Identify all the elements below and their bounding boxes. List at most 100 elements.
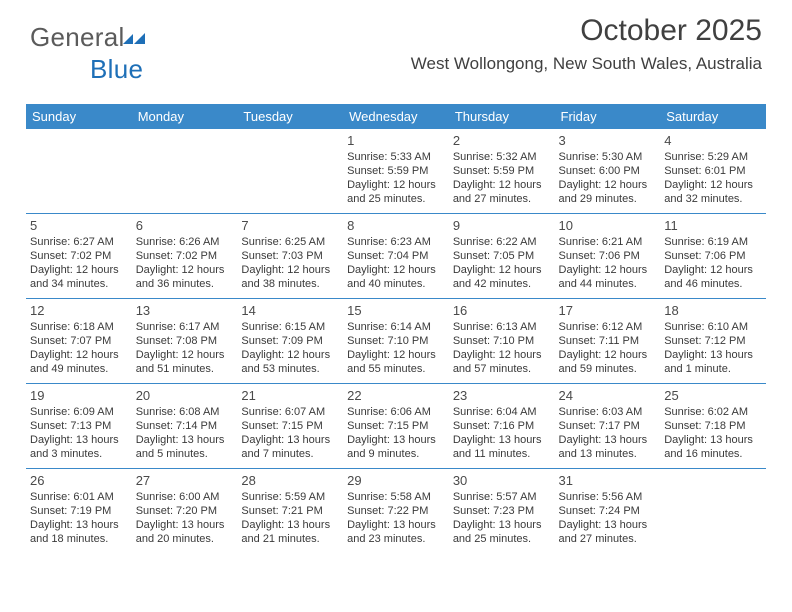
brand-logo: General Blue bbox=[30, 22, 145, 85]
calendar-empty-cell bbox=[237, 129, 343, 214]
sunrise-line: Sunrise: 6:01 AM bbox=[30, 491, 126, 505]
sunset-line: Sunset: 7:15 PM bbox=[347, 420, 443, 434]
sunset-line: Sunset: 7:15 PM bbox=[241, 420, 337, 434]
calendar-week-row: 5Sunrise: 6:27 AMSunset: 7:02 PMDaylight… bbox=[26, 214, 766, 299]
day-of-week-header: Saturday bbox=[660, 104, 766, 129]
sunrise-line: Sunrise: 6:14 AM bbox=[347, 321, 443, 335]
calendar-table: SundayMondayTuesdayWednesdayThursdayFrid… bbox=[26, 104, 766, 553]
daylight-line: Daylight: 12 hours and 27 minutes. bbox=[453, 179, 549, 207]
calendar-day-cell: 21Sunrise: 6:07 AMSunset: 7:15 PMDayligh… bbox=[237, 384, 343, 469]
sunset-line: Sunset: 7:18 PM bbox=[664, 420, 760, 434]
sunrise-line: Sunrise: 6:12 AM bbox=[559, 321, 655, 335]
sunset-line: Sunset: 7:19 PM bbox=[30, 505, 126, 519]
day-of-week-header: Sunday bbox=[26, 104, 132, 129]
day-of-week-header: Thursday bbox=[449, 104, 555, 129]
daylight-line: Daylight: 13 hours and 16 minutes. bbox=[664, 434, 760, 462]
day-of-week-row: SundayMondayTuesdayWednesdayThursdayFrid… bbox=[26, 104, 766, 129]
calendar-day-cell: 22Sunrise: 6:06 AMSunset: 7:15 PMDayligh… bbox=[343, 384, 449, 469]
sunset-line: Sunset: 7:17 PM bbox=[559, 420, 655, 434]
calendar-day-cell: 28Sunrise: 5:59 AMSunset: 7:21 PMDayligh… bbox=[237, 469, 343, 554]
sunrise-line: Sunrise: 6:17 AM bbox=[136, 321, 232, 335]
sunrise-line: Sunrise: 6:23 AM bbox=[347, 236, 443, 250]
sunrise-line: Sunrise: 5:33 AM bbox=[347, 151, 443, 165]
page-subtitle: West Wollongong, New South Wales, Austra… bbox=[411, 54, 762, 74]
daylight-line: Daylight: 13 hours and 23 minutes. bbox=[347, 519, 443, 547]
calendar-week-row: 12Sunrise: 6:18 AMSunset: 7:07 PMDayligh… bbox=[26, 299, 766, 384]
calendar-page: General Blue October 2025 West Wollongon… bbox=[0, 0, 792, 612]
day-number: 16 bbox=[453, 303, 549, 319]
calendar-day-cell: 12Sunrise: 6:18 AMSunset: 7:07 PMDayligh… bbox=[26, 299, 132, 384]
calendar-day-cell: 29Sunrise: 5:58 AMSunset: 7:22 PMDayligh… bbox=[343, 469, 449, 554]
calendar-body: 1Sunrise: 5:33 AMSunset: 5:59 PMDaylight… bbox=[26, 129, 766, 553]
sunset-line: Sunset: 6:00 PM bbox=[559, 165, 655, 179]
daylight-line: Daylight: 12 hours and 29 minutes. bbox=[559, 179, 655, 207]
sunrise-line: Sunrise: 6:03 AM bbox=[559, 406, 655, 420]
calendar-day-cell: 5Sunrise: 6:27 AMSunset: 7:02 PMDaylight… bbox=[26, 214, 132, 299]
daylight-line: Daylight: 13 hours and 27 minutes. bbox=[559, 519, 655, 547]
day-number: 17 bbox=[559, 303, 655, 319]
daylight-line: Daylight: 13 hours and 1 minute. bbox=[664, 349, 760, 377]
calendar-day-cell: 31Sunrise: 5:56 AMSunset: 7:24 PMDayligh… bbox=[555, 469, 661, 554]
day-number: 28 bbox=[241, 473, 337, 489]
day-number: 27 bbox=[136, 473, 232, 489]
sunset-line: Sunset: 7:23 PM bbox=[453, 505, 549, 519]
day-of-week-header: Friday bbox=[555, 104, 661, 129]
daylight-line: Daylight: 13 hours and 25 minutes. bbox=[453, 519, 549, 547]
calendar-day-cell: 23Sunrise: 6:04 AMSunset: 7:16 PMDayligh… bbox=[449, 384, 555, 469]
sunset-line: Sunset: 7:24 PM bbox=[559, 505, 655, 519]
day-number: 12 bbox=[30, 303, 126, 319]
sunset-line: Sunset: 7:08 PM bbox=[136, 335, 232, 349]
day-number: 20 bbox=[136, 388, 232, 404]
calendar-day-cell: 18Sunrise: 6:10 AMSunset: 7:12 PMDayligh… bbox=[660, 299, 766, 384]
sunset-line: Sunset: 7:09 PM bbox=[241, 335, 337, 349]
sunset-line: Sunset: 7:02 PM bbox=[136, 250, 232, 264]
day-number: 6 bbox=[136, 218, 232, 234]
sunrise-line: Sunrise: 5:58 AM bbox=[347, 491, 443, 505]
day-number: 11 bbox=[664, 218, 760, 234]
day-number: 18 bbox=[664, 303, 760, 319]
calendar-day-cell: 13Sunrise: 6:17 AMSunset: 7:08 PMDayligh… bbox=[132, 299, 238, 384]
calendar-day-cell: 17Sunrise: 6:12 AMSunset: 7:11 PMDayligh… bbox=[555, 299, 661, 384]
daylight-line: Daylight: 12 hours and 49 minutes. bbox=[30, 349, 126, 377]
calendar-day-cell: 4Sunrise: 5:29 AMSunset: 6:01 PMDaylight… bbox=[660, 129, 766, 214]
sunrise-line: Sunrise: 6:13 AM bbox=[453, 321, 549, 335]
daylight-line: Daylight: 13 hours and 21 minutes. bbox=[241, 519, 337, 547]
sunrise-line: Sunrise: 6:22 AM bbox=[453, 236, 549, 250]
day-of-week-header: Tuesday bbox=[237, 104, 343, 129]
calendar-day-cell: 20Sunrise: 6:08 AMSunset: 7:14 PMDayligh… bbox=[132, 384, 238, 469]
calendar-day-cell: 2Sunrise: 5:32 AMSunset: 5:59 PMDaylight… bbox=[449, 129, 555, 214]
calendar-empty-cell bbox=[132, 129, 238, 214]
sunset-line: Sunset: 7:14 PM bbox=[136, 420, 232, 434]
sunrise-line: Sunrise: 6:02 AM bbox=[664, 406, 760, 420]
sunset-line: Sunset: 7:05 PM bbox=[453, 250, 549, 264]
day-of-week-header: Wednesday bbox=[343, 104, 449, 129]
calendar-day-cell: 6Sunrise: 6:26 AMSunset: 7:02 PMDaylight… bbox=[132, 214, 238, 299]
calendar-empty-cell bbox=[660, 469, 766, 554]
sunrise-line: Sunrise: 5:56 AM bbox=[559, 491, 655, 505]
day-number: 26 bbox=[30, 473, 126, 489]
day-number: 2 bbox=[453, 133, 549, 149]
day-number: 9 bbox=[453, 218, 549, 234]
logo-mark-icon bbox=[123, 23, 145, 54]
calendar-day-cell: 1Sunrise: 5:33 AMSunset: 5:59 PMDaylight… bbox=[343, 129, 449, 214]
calendar-day-cell: 25Sunrise: 6:02 AMSunset: 7:18 PMDayligh… bbox=[660, 384, 766, 469]
day-number: 19 bbox=[30, 388, 126, 404]
daylight-line: Daylight: 13 hours and 7 minutes. bbox=[241, 434, 337, 462]
daylight-line: Daylight: 12 hours and 40 minutes. bbox=[347, 264, 443, 292]
day-number: 3 bbox=[559, 133, 655, 149]
day-of-week-header: Monday bbox=[132, 104, 238, 129]
sunrise-line: Sunrise: 6:15 AM bbox=[241, 321, 337, 335]
daylight-line: Daylight: 12 hours and 42 minutes. bbox=[453, 264, 549, 292]
calendar-day-cell: 8Sunrise: 6:23 AMSunset: 7:04 PMDaylight… bbox=[343, 214, 449, 299]
sunrise-line: Sunrise: 6:00 AM bbox=[136, 491, 232, 505]
day-number: 5 bbox=[30, 218, 126, 234]
sunrise-line: Sunrise: 6:08 AM bbox=[136, 406, 232, 420]
calendar-week-row: 1Sunrise: 5:33 AMSunset: 5:59 PMDaylight… bbox=[26, 129, 766, 214]
calendar-week-row: 19Sunrise: 6:09 AMSunset: 7:13 PMDayligh… bbox=[26, 384, 766, 469]
calendar-day-cell: 9 Sunrise: 6:22 AMSunset: 7:05 PMDaylight… bbox=[449, 214, 555, 299]
day-number: 13 bbox=[136, 303, 232, 319]
sunrise-line: Sunrise: 6:04 AM bbox=[453, 406, 549, 420]
sunset-line: Sunset: 7:03 PM bbox=[241, 250, 337, 264]
calendar-header: SundayMondayTuesdayWednesdayThursdayFrid… bbox=[26, 104, 766, 129]
daylight-line: Daylight: 12 hours and 59 minutes. bbox=[559, 349, 655, 377]
